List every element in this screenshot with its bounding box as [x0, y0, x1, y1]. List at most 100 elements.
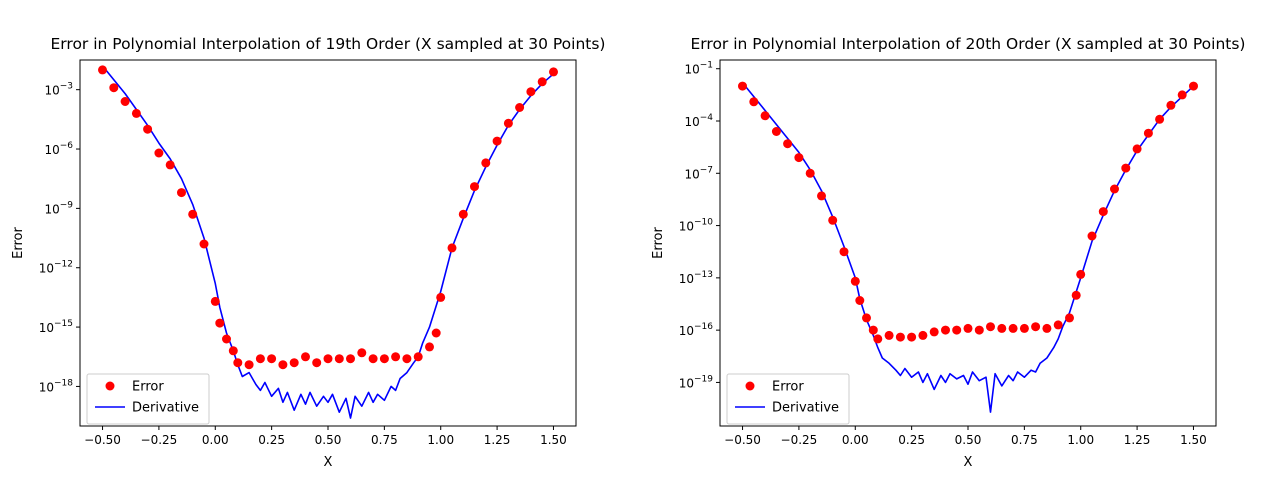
x-tick-label: 1.00 — [1067, 433, 1094, 447]
error-point — [884, 330, 894, 340]
chart-title: Error in Polynomial Interpolation of 20t… — [691, 35, 1246, 53]
error-point — [357, 348, 367, 358]
legend-error-label: Error — [132, 380, 164, 395]
x-tick-label: 0.25 — [258, 433, 285, 447]
error-point — [941, 325, 950, 335]
error-point — [177, 188, 186, 198]
y-tick-label: 10−7 — [684, 165, 713, 181]
chart-left: Error in Polynomial Interpolation of 19t… — [11, 35, 605, 470]
error-point — [839, 247, 849, 257]
error-point — [997, 323, 1007, 333]
error-point — [447, 243, 457, 253]
error-point — [817, 191, 826, 201]
error-point — [738, 81, 747, 91]
error-point — [1166, 100, 1176, 110]
plot-area: −0.50 −0.25 0.00 0.25 0.50 0.75 1.00 1.25 1.50 10… — [679, 59, 1217, 447]
x-tick-label: −0.50 — [724, 433, 761, 447]
derivative-line — [101, 65, 555, 419]
error-point — [895, 332, 905, 342]
error-point — [346, 354, 355, 364]
error-point — [323, 354, 333, 364]
error-point — [131, 108, 141, 118]
x-tick-label: −0.25 — [781, 433, 818, 447]
error-point — [436, 292, 446, 302]
y-axis-label: Error — [11, 227, 26, 259]
error-point — [1177, 90, 1187, 100]
error-point — [98, 65, 107, 75]
error-point — [228, 346, 238, 356]
error-point — [391, 352, 401, 362]
x-tick-label: 0.50 — [955, 433, 982, 447]
error-point — [868, 325, 878, 335]
error-point — [470, 182, 479, 192]
x-tick-label: −0.50 — [84, 433, 121, 447]
x-tick-label: 1.50 — [1180, 433, 1207, 447]
error-point — [1189, 81, 1198, 91]
error-point — [431, 328, 441, 338]
error-point — [873, 334, 883, 344]
error-point — [862, 313, 871, 323]
error-point — [120, 97, 130, 106]
error-point — [760, 111, 770, 121]
x-tick-label: 0.75 — [1011, 433, 1038, 447]
error-point — [233, 358, 243, 368]
y-tick-label: 10−19 — [679, 374, 714, 390]
error-point — [267, 354, 277, 364]
legend: Error Derivative — [726, 373, 850, 425]
legend-box — [86, 373, 210, 425]
error-point — [537, 77, 547, 87]
error-point — [165, 160, 175, 170]
error-point — [278, 360, 288, 370]
error-point — [929, 327, 939, 337]
y-tick-label: 10−18 — [39, 378, 74, 394]
x-tick-label: 0.00 — [842, 433, 869, 447]
error-point — [1042, 323, 1052, 333]
error-point — [1121, 163, 1131, 173]
y-tick-label: 10−9 — [44, 200, 73, 216]
x-axis-label: X — [324, 455, 333, 470]
y-tick-label: 10−15 — [39, 319, 73, 335]
error-point — [549, 67, 558, 77]
error-point — [515, 103, 525, 112]
y-tick-label: 10−16 — [679, 322, 714, 338]
y-tick-label: 10−13 — [679, 270, 713, 286]
error-point — [143, 124, 153, 134]
y-tick-label: 10−6 — [44, 141, 73, 157]
legend-box — [726, 373, 850, 425]
error-point — [963, 323, 973, 333]
chart-title: Error in Polynomial Interpolation of 19t… — [51, 35, 606, 53]
error-point — [805, 168, 815, 178]
error-point — [1053, 320, 1063, 330]
x-tick-label: 0.00 — [202, 433, 229, 447]
error-point — [526, 87, 536, 97]
error-point — [481, 158, 491, 168]
error-point — [458, 209, 468, 219]
error-point — [289, 358, 299, 368]
chart-right: Error in Polynomial Interpolation of 20t… — [651, 35, 1245, 470]
error-point — [425, 342, 434, 352]
error-point — [492, 136, 502, 146]
error-point — [783, 139, 793, 149]
error-point — [1065, 313, 1074, 323]
error-point — [154, 148, 164, 158]
y-tick-label: 10−3 — [44, 82, 73, 98]
error-point — [210, 296, 220, 306]
error-point — [379, 354, 389, 364]
error-point — [1071, 290, 1081, 300]
x-tick-label: −0.25 — [141, 433, 178, 447]
x-tick-label: 1.00 — [427, 433, 454, 447]
error-point — [1008, 323, 1018, 333]
error-point — [1076, 269, 1086, 279]
error-point — [301, 352, 310, 362]
error-point — [1143, 128, 1153, 138]
error-point — [828, 215, 838, 225]
x-tick-label: 0.50 — [315, 433, 342, 447]
error-point — [749, 97, 759, 107]
error-point — [402, 354, 412, 364]
y-tick-label: 10−12 — [39, 260, 73, 276]
x-tick-label: 0.75 — [371, 433, 398, 447]
y-tick-label: 10−4 — [684, 113, 713, 129]
error-point — [974, 325, 984, 335]
error-point — [855, 296, 865, 305]
x-tick-label: 1.50 — [540, 433, 567, 447]
